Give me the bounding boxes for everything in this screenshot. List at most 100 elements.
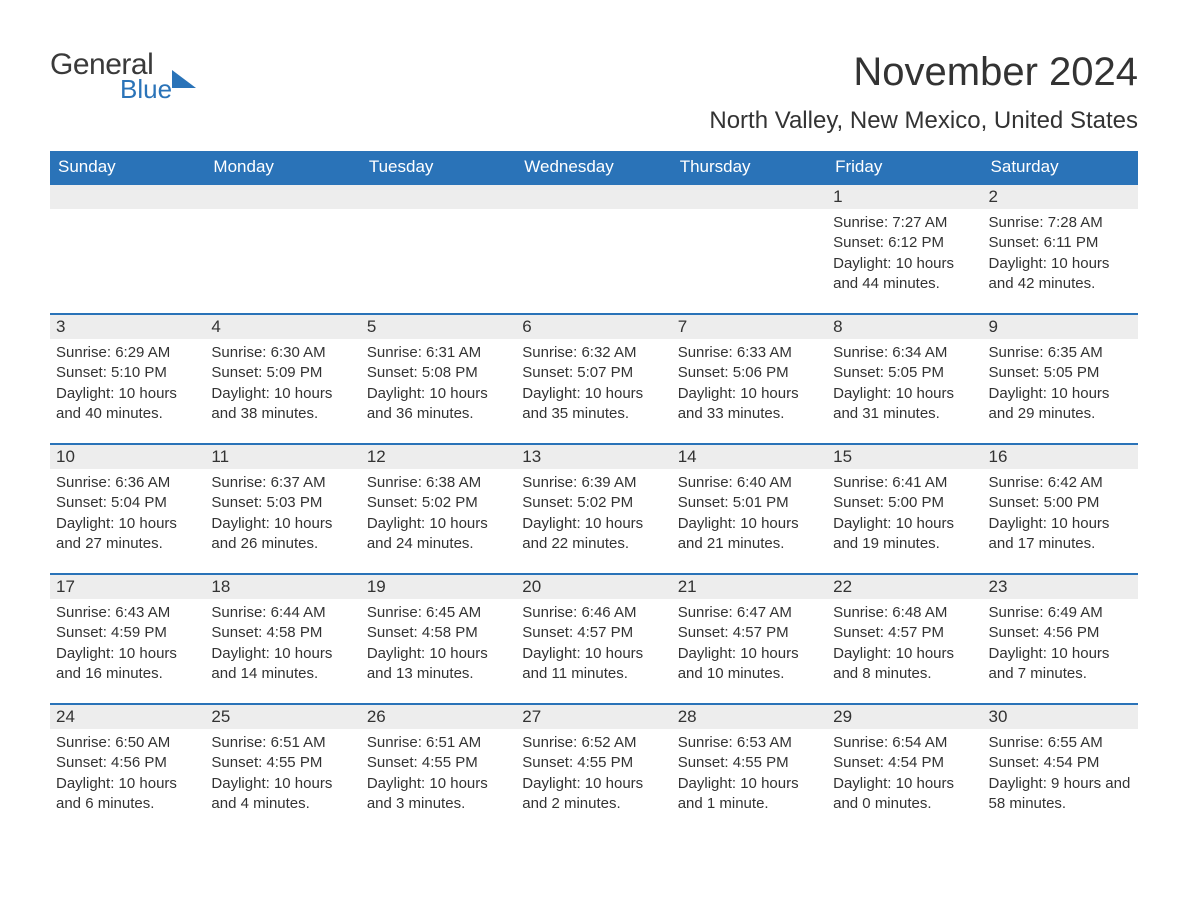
- daylight-text: Daylight: 10 hours and 3 minutes.: [367, 774, 510, 815]
- day-header: Saturday: [983, 151, 1138, 184]
- daylight-text: Daylight: 10 hours and 42 minutes.: [989, 254, 1132, 295]
- calendar-cell: 1Sunrise: 7:27 AMSunset: 6:12 PMDaylight…: [827, 184, 982, 314]
- sunset-text: Sunset: 4:57 PM: [678, 623, 821, 643]
- sunset-text: Sunset: 5:03 PM: [211, 493, 354, 513]
- sunrise-text: Sunrise: 6:31 AM: [367, 343, 510, 363]
- calendar-cell: 12Sunrise: 6:38 AMSunset: 5:02 PMDayligh…: [361, 444, 516, 574]
- daynum-bar-empty: [205, 185, 360, 209]
- daynum: 14: [672, 445, 827, 469]
- day-details: Sunrise: 6:37 AMSunset: 5:03 PMDaylight:…: [205, 469, 360, 562]
- day-header: Monday: [205, 151, 360, 184]
- calendar-cell: 11Sunrise: 6:37 AMSunset: 5:03 PMDayligh…: [205, 444, 360, 574]
- sunset-text: Sunset: 5:02 PM: [367, 493, 510, 513]
- day-header: Sunday: [50, 151, 205, 184]
- day-details: Sunrise: 6:52 AMSunset: 4:55 PMDaylight:…: [516, 729, 671, 822]
- day-details: Sunrise: 6:29 AMSunset: 5:10 PMDaylight:…: [50, 339, 205, 432]
- calendar-cell: 2Sunrise: 7:28 AMSunset: 6:11 PMDaylight…: [983, 184, 1138, 314]
- calendar-cell: 14Sunrise: 6:40 AMSunset: 5:01 PMDayligh…: [672, 444, 827, 574]
- daynum-bar-empty: [516, 185, 671, 209]
- calendar-cell: 21Sunrise: 6:47 AMSunset: 4:57 PMDayligh…: [672, 574, 827, 704]
- day-details: Sunrise: 6:55 AMSunset: 4:54 PMDaylight:…: [983, 729, 1138, 822]
- daynum: 16: [983, 445, 1138, 469]
- daynum: 25: [205, 705, 360, 729]
- day-details: Sunrise: 6:41 AMSunset: 5:00 PMDaylight:…: [827, 469, 982, 562]
- daynum: 22: [827, 575, 982, 599]
- calendar-body: 1Sunrise: 7:27 AMSunset: 6:12 PMDaylight…: [50, 184, 1138, 834]
- sunset-text: Sunset: 4:55 PM: [678, 753, 821, 773]
- daylight-text: Daylight: 10 hours and 33 minutes.: [678, 384, 821, 425]
- day-details: Sunrise: 6:51 AMSunset: 4:55 PMDaylight:…: [205, 729, 360, 822]
- sunrise-text: Sunrise: 6:45 AM: [367, 603, 510, 623]
- sunrise-text: Sunrise: 6:35 AM: [989, 343, 1132, 363]
- sunrise-text: Sunrise: 6:40 AM: [678, 473, 821, 493]
- day-details: Sunrise: 6:50 AMSunset: 4:56 PMDaylight:…: [50, 729, 205, 822]
- calendar-cell: 26Sunrise: 6:51 AMSunset: 4:55 PMDayligh…: [361, 704, 516, 834]
- daynum-bar-empty: [50, 185, 205, 209]
- calendar-cell: 20Sunrise: 6:46 AMSunset: 4:57 PMDayligh…: [516, 574, 671, 704]
- daynum: 5: [361, 315, 516, 339]
- day-details: Sunrise: 6:47 AMSunset: 4:57 PMDaylight:…: [672, 599, 827, 692]
- sunrise-text: Sunrise: 6:42 AM: [989, 473, 1132, 493]
- daylight-text: Daylight: 10 hours and 35 minutes.: [522, 384, 665, 425]
- header: General Blue November 2024 North Valley,…: [50, 50, 1138, 147]
- day-header: Friday: [827, 151, 982, 184]
- daynum: 30: [983, 705, 1138, 729]
- sunset-text: Sunset: 5:05 PM: [833, 363, 976, 383]
- daynum-bar-empty: [361, 185, 516, 209]
- sunset-text: Sunset: 5:00 PM: [833, 493, 976, 513]
- day-header: Tuesday: [361, 151, 516, 184]
- day-details: Sunrise: 6:39 AMSunset: 5:02 PMDaylight:…: [516, 469, 671, 562]
- daylight-text: Daylight: 10 hours and 7 minutes.: [989, 644, 1132, 685]
- day-header: Wednesday: [516, 151, 671, 184]
- day-details: Sunrise: 6:30 AMSunset: 5:09 PMDaylight:…: [205, 339, 360, 432]
- sunrise-text: Sunrise: 6:52 AM: [522, 733, 665, 753]
- day-details: Sunrise: 6:44 AMSunset: 4:58 PMDaylight:…: [205, 599, 360, 692]
- sunrise-text: Sunrise: 6:33 AM: [678, 343, 821, 363]
- sunset-text: Sunset: 5:00 PM: [989, 493, 1132, 513]
- daylight-text: Daylight: 10 hours and 31 minutes.: [833, 384, 976, 425]
- sunrise-text: Sunrise: 6:30 AM: [211, 343, 354, 363]
- calendar-cell: 30Sunrise: 6:55 AMSunset: 4:54 PMDayligh…: [983, 704, 1138, 834]
- daynum: 28: [672, 705, 827, 729]
- calendar-cell: 27Sunrise: 6:52 AMSunset: 4:55 PMDayligh…: [516, 704, 671, 834]
- daylight-text: Daylight: 10 hours and 6 minutes.: [56, 774, 199, 815]
- day-details: Sunrise: 6:34 AMSunset: 5:05 PMDaylight:…: [827, 339, 982, 432]
- day-details: Sunrise: 6:46 AMSunset: 4:57 PMDaylight:…: [516, 599, 671, 692]
- calendar-cell: 17Sunrise: 6:43 AMSunset: 4:59 PMDayligh…: [50, 574, 205, 704]
- daynum: 23: [983, 575, 1138, 599]
- daynum: 26: [361, 705, 516, 729]
- daynum: 21: [672, 575, 827, 599]
- sunrise-text: Sunrise: 6:53 AM: [678, 733, 821, 753]
- sunrise-text: Sunrise: 6:50 AM: [56, 733, 199, 753]
- daylight-text: Daylight: 10 hours and 14 minutes.: [211, 644, 354, 685]
- sunrise-text: Sunrise: 6:37 AM: [211, 473, 354, 493]
- calendar-week-row: 3Sunrise: 6:29 AMSunset: 5:10 PMDaylight…: [50, 314, 1138, 444]
- day-details: Sunrise: 6:31 AMSunset: 5:08 PMDaylight:…: [361, 339, 516, 432]
- day-details: Sunrise: 6:45 AMSunset: 4:58 PMDaylight:…: [361, 599, 516, 692]
- daynum: 11: [205, 445, 360, 469]
- sunset-text: Sunset: 6:11 PM: [989, 233, 1132, 253]
- daynum: 15: [827, 445, 982, 469]
- daylight-text: Daylight: 10 hours and 0 minutes.: [833, 774, 976, 815]
- calendar-week-row: 24Sunrise: 6:50 AMSunset: 4:56 PMDayligh…: [50, 704, 1138, 834]
- day-details: Sunrise: 6:42 AMSunset: 5:00 PMDaylight:…: [983, 469, 1138, 562]
- calendar-cell: 24Sunrise: 6:50 AMSunset: 4:56 PMDayligh…: [50, 704, 205, 834]
- daylight-text: Daylight: 10 hours and 26 minutes.: [211, 514, 354, 555]
- daylight-text: Daylight: 10 hours and 17 minutes.: [989, 514, 1132, 555]
- sunset-text: Sunset: 5:02 PM: [522, 493, 665, 513]
- daynum: 6: [516, 315, 671, 339]
- sunset-text: Sunset: 4:55 PM: [522, 753, 665, 773]
- sunset-text: Sunset: 5:05 PM: [989, 363, 1132, 383]
- day-details: Sunrise: 6:36 AMSunset: 5:04 PMDaylight:…: [50, 469, 205, 562]
- sunset-text: Sunset: 5:10 PM: [56, 363, 199, 383]
- day-details: Sunrise: 6:48 AMSunset: 4:57 PMDaylight:…: [827, 599, 982, 692]
- sunset-text: Sunset: 6:12 PM: [833, 233, 976, 253]
- day-details: Sunrise: 6:53 AMSunset: 4:55 PMDaylight:…: [672, 729, 827, 822]
- logo-text: General Blue: [50, 50, 172, 102]
- daylight-text: Daylight: 10 hours and 40 minutes.: [56, 384, 199, 425]
- calendar-cell: [516, 184, 671, 314]
- sunrise-text: Sunrise: 6:36 AM: [56, 473, 199, 493]
- daynum: 1: [827, 185, 982, 209]
- calendar-week-row: 1Sunrise: 7:27 AMSunset: 6:12 PMDaylight…: [50, 184, 1138, 314]
- daylight-text: Daylight: 10 hours and 8 minutes.: [833, 644, 976, 685]
